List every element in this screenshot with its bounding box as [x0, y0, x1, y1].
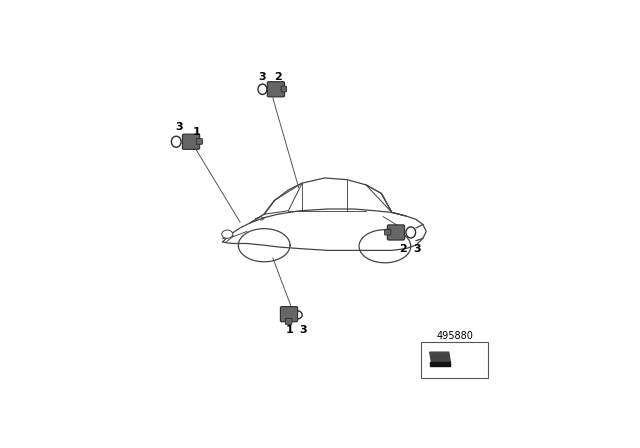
Ellipse shape: [258, 84, 267, 95]
Bar: [421, 342, 488, 378]
Polygon shape: [430, 362, 451, 366]
Text: 1: 1: [285, 325, 293, 336]
Text: 3: 3: [175, 122, 183, 132]
Text: 3: 3: [258, 72, 266, 82]
Text: 3: 3: [413, 244, 421, 254]
Polygon shape: [430, 352, 451, 362]
Text: 495880: 495880: [436, 331, 474, 341]
Text: 3: 3: [300, 325, 307, 336]
FancyBboxPatch shape: [285, 319, 292, 324]
FancyBboxPatch shape: [281, 86, 287, 92]
FancyBboxPatch shape: [387, 225, 404, 240]
Ellipse shape: [172, 136, 181, 147]
FancyBboxPatch shape: [196, 138, 202, 144]
FancyBboxPatch shape: [182, 134, 200, 149]
Text: 2: 2: [274, 72, 282, 82]
Ellipse shape: [292, 311, 302, 319]
FancyBboxPatch shape: [280, 306, 298, 322]
Ellipse shape: [221, 230, 233, 238]
Text: 2: 2: [399, 244, 407, 254]
Ellipse shape: [406, 227, 415, 238]
FancyBboxPatch shape: [385, 229, 391, 235]
Text: 1: 1: [193, 127, 201, 138]
FancyBboxPatch shape: [268, 82, 285, 97]
